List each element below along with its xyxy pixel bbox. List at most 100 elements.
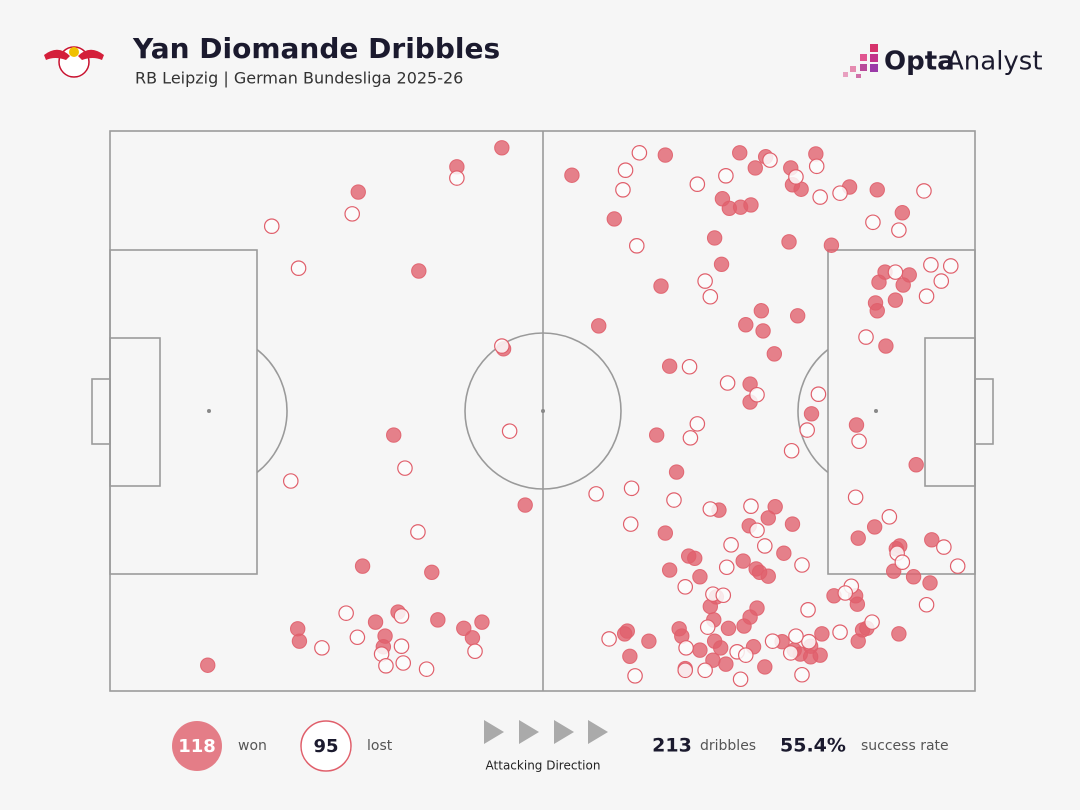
dribble-point [616,626,633,642]
dribble-point [887,264,904,280]
dribble-point [354,558,371,574]
dribble-point [713,256,730,272]
dribble-point [657,525,674,541]
dribble-point [760,510,776,526]
dribble-point [386,427,402,443]
dribble-point [788,628,804,644]
dribble-point [668,464,685,480]
dribble-point [810,386,827,402]
dribble-point [689,416,706,432]
total-label: dribbles [700,738,756,754]
dribble-point [858,329,874,345]
dribble-point [397,460,413,476]
dribble-point [743,197,759,213]
dribble-point [424,564,440,580]
legend-label: won [238,738,267,754]
dribble-point [924,532,940,548]
dribble-point [803,406,820,422]
dribble-point [783,442,800,459]
dribble-point [788,169,804,185]
dribble-point [942,258,959,274]
dribble-point [657,147,674,163]
dribble-point [753,303,770,319]
dribble-point [715,587,732,604]
dribble-point [677,662,694,679]
dribble-point [564,167,580,183]
dribble-point [393,608,410,624]
dribble-point [923,257,939,273]
dribble-point [494,140,510,156]
dribble-point [782,645,799,661]
dribble-point [736,618,752,634]
dribble-point [681,358,698,375]
dribble-point [732,145,748,161]
dribble-point [720,620,737,636]
dribble-point [350,184,366,200]
club-logo [44,46,104,78]
dribble-point [449,170,465,186]
dribble-point [799,422,815,438]
chart-title: Yan Diomande Dribbles [132,32,500,65]
dribble-point [617,162,634,178]
dribble-point [601,631,617,647]
dribble-point [869,303,885,319]
dribble-point [823,237,840,253]
dribble-point [666,492,682,508]
brand-logo [843,44,878,78]
dribble-point [628,238,645,254]
dribble-point [812,189,828,205]
dribble-point [908,457,924,473]
dribble-point [751,564,768,580]
dribble-point [794,557,810,573]
dribble-point [314,640,330,656]
dribble-point [291,633,308,649]
dribble-point [891,222,907,238]
dribble-point [743,498,759,514]
dribble-point [801,633,817,650]
dribble-point [784,516,801,532]
dribble-point [866,519,883,535]
dribble-point [808,158,825,175]
dribble-point [737,647,754,663]
dribble-point [895,277,911,293]
dribble-point [718,168,734,184]
dribble-point [653,278,669,294]
dribble-point [344,206,360,222]
dribble-point [349,629,366,646]
dribble-point [702,288,719,305]
legend-count: 95 [313,736,338,757]
dribble-point [622,516,639,532]
dribble-point [894,205,911,221]
dribble-point [606,211,622,227]
pitch [91,130,994,692]
dribble-point [776,545,792,561]
legend-marker [172,721,222,771]
dribble-point [789,308,806,324]
dribble-point [749,522,765,539]
dribble-point [702,501,719,517]
dribble-point [881,509,898,525]
brand-first: Opta [884,47,955,77]
dribble-point [627,668,643,684]
dribble-point [814,626,830,642]
dribble-point [631,145,648,161]
total-value: 213 [652,735,692,757]
dribble-point [848,417,865,433]
dribble-point [719,375,736,391]
dribble-point [615,182,631,198]
dribble-point [367,614,384,630]
dribble-point [812,647,828,663]
dribble-point [850,633,866,649]
dribble-point [718,656,734,672]
dribble-point [767,499,783,515]
dribble-point [418,661,435,677]
legend-label: lost [367,738,393,754]
dribble-point [338,605,354,621]
chart-subtitle: RB Leipzig | German Bundesliga 2025-26 [135,69,463,88]
dribble-point [697,273,713,289]
dribble-point [738,317,754,333]
dribble-point [847,489,864,506]
